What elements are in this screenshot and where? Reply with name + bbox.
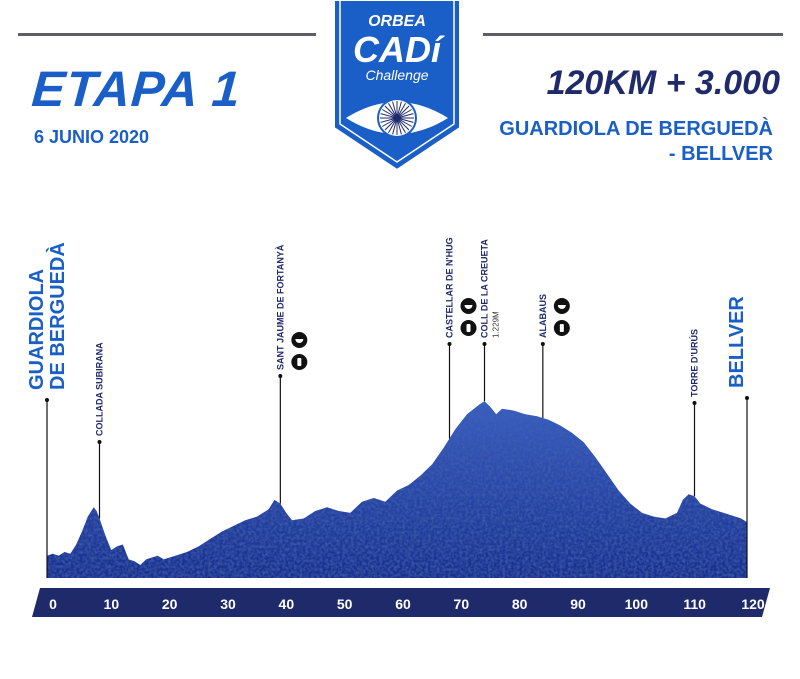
km-tick-90: 90 xyxy=(570,596,586,612)
waypoint-dot xyxy=(692,401,697,405)
km-tick-20: 20 xyxy=(162,596,178,612)
waypoint-label: ALABAUS xyxy=(538,294,548,338)
waypoint-label: COLLADA SUBIRANA xyxy=(95,342,105,436)
logo-name: CADí xyxy=(353,29,445,70)
km-tick-70: 70 xyxy=(454,596,470,612)
km-tick-60: 60 xyxy=(395,596,411,612)
route-finish: - BELLVER xyxy=(668,143,773,165)
km-tick-100: 100 xyxy=(625,596,649,612)
water-bottle-icon xyxy=(553,320,570,336)
waypoint-0: GUARDIOLA DE BERGUEDÀ xyxy=(26,242,69,578)
melon-slice-icon xyxy=(291,332,308,348)
waypoint-dot xyxy=(97,440,102,444)
stage-distance-elevation: 120KM + 3.000 xyxy=(546,64,780,102)
km-tick-110: 110 xyxy=(683,596,706,612)
waypoint-7: BELLVER xyxy=(726,296,749,578)
orbea-cadi-logo: ORBEA CADí Challenge xyxy=(333,0,461,172)
route-start-end: GUARDIOLA DE BERGUEDÀ xyxy=(499,118,773,140)
waypoint-6: TORRE D'URÚS xyxy=(689,329,700,497)
waypoint-4: COLL DE LA CREUETA 1.229M xyxy=(480,239,501,402)
waypoint-label: TORRE D'URÚS xyxy=(689,329,700,397)
waypoint-dot xyxy=(745,396,749,400)
waypoint-dot xyxy=(45,398,49,402)
header-rule-left xyxy=(18,33,316,36)
waypoint-label: SANT JAUME DE FORTANYÀ xyxy=(275,244,285,370)
waypoint-label-2: DE BERGUEDÀ xyxy=(46,242,69,390)
km-tick-80: 80 xyxy=(512,596,528,612)
header-rule-right xyxy=(483,33,783,36)
waypoint-dot xyxy=(540,342,545,346)
waypoint-3: CASTELLAR DE N'HUG xyxy=(445,237,477,439)
waypoint-altitude: 1.229M xyxy=(492,311,501,338)
waypoint-label: BELLVER xyxy=(726,296,748,388)
stage-date: 6 JUNIO 2020 xyxy=(34,127,150,147)
km-tick-30: 30 xyxy=(220,596,236,612)
waypoint-5: ALABAUS xyxy=(538,294,570,419)
km-tick-50: 50 xyxy=(337,596,353,612)
waypoint-dot xyxy=(482,342,487,346)
water-bottle-icon xyxy=(291,354,308,370)
stage-route: GUARDIOLA DE BERGUEDÀ - BELLVER xyxy=(473,117,773,167)
waypoint-label: CASTELLAR DE N'HUG xyxy=(445,237,455,338)
km-tick-120: 120 xyxy=(741,596,765,612)
km-axis-bar xyxy=(32,588,770,617)
waypoint-dot xyxy=(447,342,452,346)
waypoint-1: COLLADA SUBIRANA xyxy=(95,342,105,519)
waypoint-label: GUARDIOLA xyxy=(26,269,48,390)
melon-slice-icon xyxy=(553,298,570,314)
water-bottle-icon xyxy=(460,320,477,336)
elevation-area xyxy=(47,401,747,578)
waypoint-2: SANT JAUME DE FORTANYÀ xyxy=(275,244,308,504)
logo-brand: ORBEA xyxy=(368,13,426,30)
waypoint-label: COLL DE LA CREUETA xyxy=(480,239,490,338)
km-tick-40: 40 xyxy=(279,596,295,612)
waypoint-dot xyxy=(278,374,283,378)
melon-slice-icon xyxy=(460,298,477,314)
logo-sub: Challenge xyxy=(365,67,428,83)
km-tick-0: 0 xyxy=(49,596,57,612)
km-tick-10: 10 xyxy=(104,596,120,612)
